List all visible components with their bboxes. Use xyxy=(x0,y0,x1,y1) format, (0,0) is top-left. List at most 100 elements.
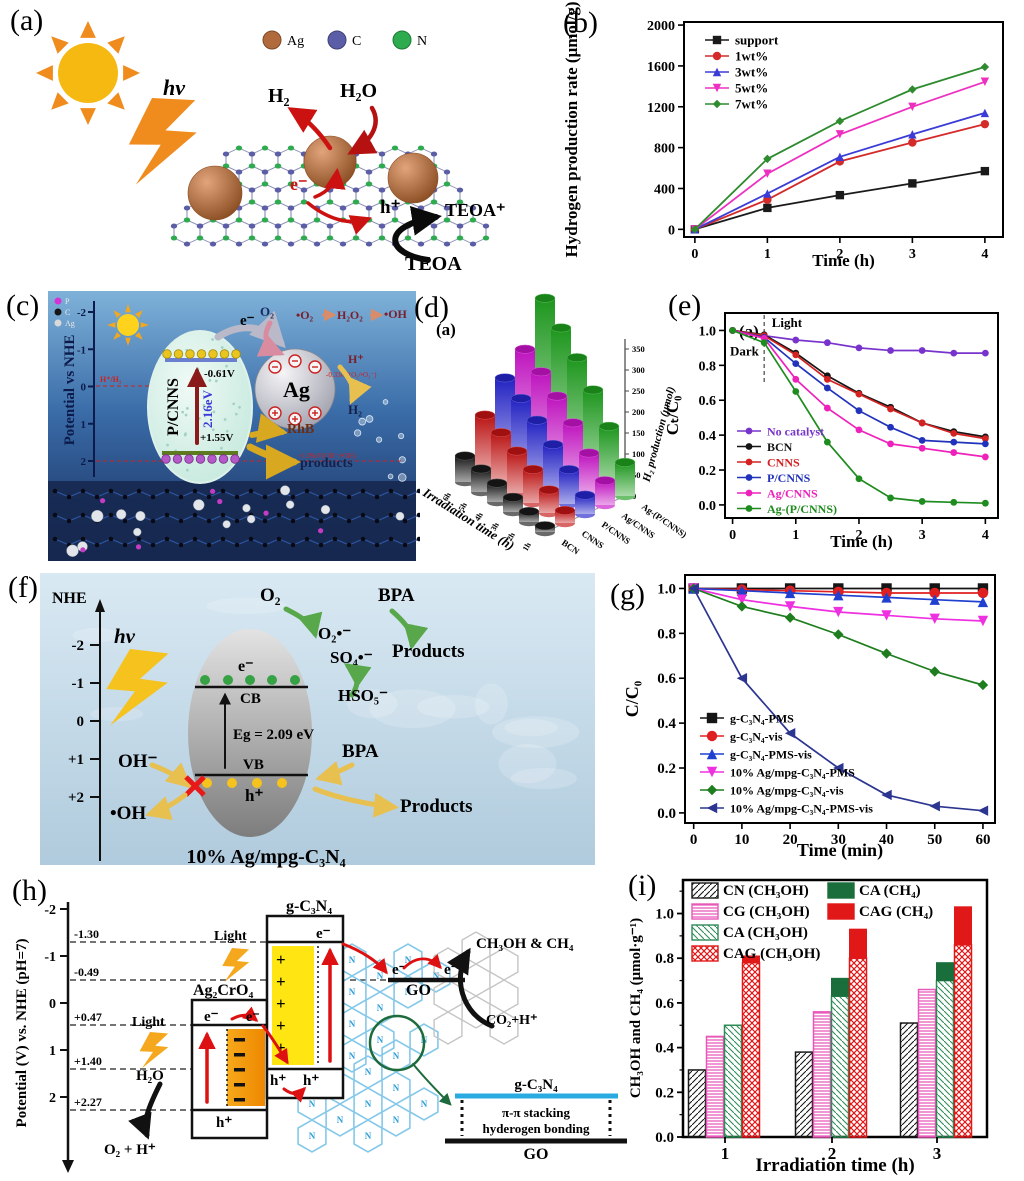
series-label: BCN xyxy=(560,537,582,556)
atom xyxy=(388,536,394,542)
atom xyxy=(402,518,408,524)
data-point xyxy=(784,728,796,739)
cb-potential: -0.61V xyxy=(204,368,235,380)
data-point xyxy=(706,748,718,760)
n-atom: N xyxy=(365,1067,372,1077)
atom xyxy=(234,494,240,500)
o2-radical-label: •O₂ xyxy=(296,308,314,322)
n-atom: N xyxy=(393,1083,400,1093)
atom xyxy=(222,163,230,169)
data-point xyxy=(881,789,892,801)
circle xyxy=(211,338,214,341)
data-point xyxy=(833,762,844,774)
x-axis-label: Time (min) xyxy=(797,840,883,861)
x-tick-label: 4 xyxy=(982,528,989,543)
go-label: GO xyxy=(406,982,431,999)
bar-top xyxy=(554,505,576,515)
atom xyxy=(443,181,451,187)
tick-label: 2 xyxy=(49,1091,56,1106)
level-label: -0.49 xyxy=(74,965,99,979)
atom xyxy=(192,536,198,542)
atom xyxy=(346,494,352,500)
atom xyxy=(136,488,142,494)
legend-label: 7wt% xyxy=(735,97,768,112)
atom xyxy=(262,494,268,500)
path xyxy=(251,219,279,245)
path xyxy=(420,201,448,227)
electron-label: e⁻ xyxy=(290,174,308,194)
inner-label: (a) xyxy=(436,320,456,339)
atom xyxy=(136,536,142,542)
bar xyxy=(519,511,539,522)
atom xyxy=(150,494,156,500)
electron-ball xyxy=(162,349,172,359)
panel-c-svg: (c) PC Ag Potential vs NHE -2 -1 0 1 2 H⁺/H₂ +1.99… xyxy=(6,289,422,561)
atom xyxy=(52,512,58,518)
atom xyxy=(374,518,380,524)
level-label: +1.40 xyxy=(74,1054,102,1068)
bar-top xyxy=(614,457,636,467)
teoa-plus-label: TEOA⁺ xyxy=(445,200,506,220)
circle xyxy=(181,410,185,414)
data-point xyxy=(887,423,894,431)
data-point xyxy=(712,51,722,61)
data-point xyxy=(792,360,800,367)
bar-top xyxy=(550,323,572,333)
bar xyxy=(471,468,491,492)
data-point xyxy=(823,339,831,347)
atom xyxy=(332,512,338,518)
tick-label: -1 xyxy=(44,950,56,965)
bar-top xyxy=(490,428,512,438)
bar xyxy=(523,469,543,503)
circle xyxy=(223,418,227,421)
panel-label: (h) xyxy=(12,874,47,907)
minus-charge xyxy=(234,1068,245,1072)
atom xyxy=(235,145,243,151)
bandgap-label: Eg = 2.09 eV xyxy=(233,727,314,743)
ag-nanoparticle xyxy=(303,135,357,189)
data-point xyxy=(918,444,926,452)
panel-e-degradation-chart: (e) 0 1 2 3 4 0.0 0.2 0.4 0.6 0.8 1.0 Time (h) Cₜ/C₀(… xyxy=(660,285,1024,575)
so4-radical-label: SO₄•⁻ xyxy=(330,648,373,667)
tick-label: 0 xyxy=(81,382,87,394)
atom xyxy=(430,199,438,205)
plus-charge: + xyxy=(276,972,286,991)
legend-label: 10% Ag/mpg-C₃N₄-PMS xyxy=(730,766,855,780)
legend-label: P xyxy=(65,297,70,306)
y-tick-label: 0.4 xyxy=(655,1041,674,1057)
atom xyxy=(365,241,373,247)
atom xyxy=(318,518,324,524)
data-point xyxy=(706,802,718,814)
bar-top xyxy=(546,391,568,401)
atom xyxy=(339,241,347,247)
atom xyxy=(94,494,100,500)
atom xyxy=(234,542,240,548)
atom xyxy=(388,488,394,494)
atom xyxy=(318,494,324,500)
data-point xyxy=(980,119,990,129)
data-point xyxy=(792,351,800,359)
ellipse xyxy=(491,716,580,749)
atom xyxy=(360,488,366,494)
panel-label: (f) xyxy=(8,571,38,604)
y-tick-label: 2000 xyxy=(647,19,675,34)
path xyxy=(173,219,201,245)
bar-top xyxy=(502,492,524,502)
atom xyxy=(206,494,212,500)
x-tick-label: 1 xyxy=(792,528,799,543)
atom xyxy=(122,518,128,524)
path xyxy=(329,219,357,245)
atom xyxy=(108,488,114,494)
bar xyxy=(848,957,868,1138)
arrow xyxy=(313,167,346,199)
atom xyxy=(417,145,425,151)
p-atom xyxy=(263,510,269,516)
bubble xyxy=(397,473,407,482)
ag-atom xyxy=(246,514,256,524)
arrow xyxy=(128,1081,163,1140)
bar xyxy=(687,1069,707,1138)
light-label: Light xyxy=(132,1015,165,1030)
triazine-ring xyxy=(297,1119,327,1153)
n-atom: N xyxy=(421,1099,428,1109)
